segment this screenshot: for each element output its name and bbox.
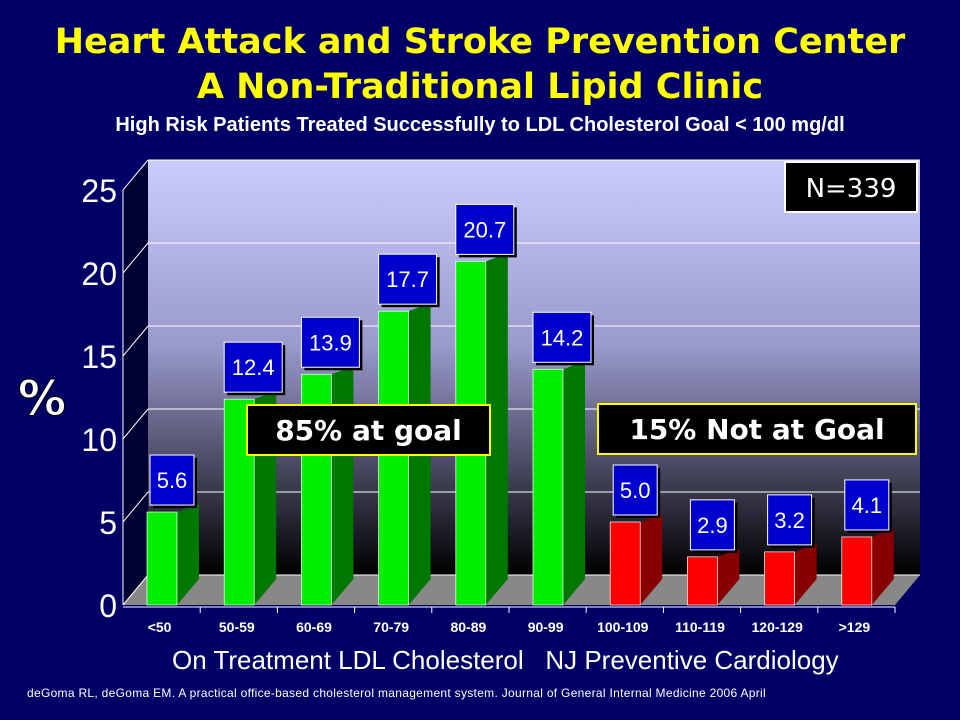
bar-side <box>177 504 199 605</box>
data-label: 14.2 <box>541 325 584 350</box>
gridline-side <box>122 574 149 606</box>
bar <box>841 536 873 606</box>
y-tick-label: 0 <box>99 588 117 624</box>
citation: deGoma RL, deGoma EM. A practical office… <box>27 686 766 700</box>
x-tick-label: >129 <box>839 619 871 635</box>
not-at-goal-label: 15% Not at Goal <box>629 413 884 446</box>
y-tick-label: 25 <box>81 173 117 209</box>
bar <box>764 551 795 606</box>
data-label-box <box>532 311 592 363</box>
y-axis-label: % <box>18 371 66 427</box>
sample-size-label-box <box>784 161 918 213</box>
y-tick-label: 10 <box>81 422 117 458</box>
title-line-1: Heart Attack and Stroke Prevention Cente… <box>54 22 906 62</box>
x-tick-label: 60-69 <box>296 619 332 635</box>
sample-size-label: N=339 <box>806 174 897 204</box>
y-tick-label: 20 <box>81 256 117 292</box>
bar-side <box>331 366 354 605</box>
gridline-side <box>122 491 149 523</box>
x-tick-label: 50-59 <box>219 619 255 635</box>
data-label-box <box>378 253 438 305</box>
x-tick-label: 120-129 <box>752 619 804 635</box>
data-label-box <box>223 341 283 393</box>
data-label-box <box>767 494 813 546</box>
at-goal-label-box <box>246 404 491 456</box>
y-tick-label: 15 <box>81 339 117 375</box>
gridline-side <box>122 408 149 440</box>
bar-side <box>794 543 817 605</box>
data-label-box <box>689 499 735 551</box>
data-label-box <box>612 464 658 516</box>
bar-side <box>640 514 663 605</box>
bar-side <box>485 253 508 605</box>
bar <box>146 511 178 606</box>
x-tick-label: 100-109 <box>597 619 649 635</box>
bar-side <box>871 528 894 605</box>
data-label: 5.0 <box>620 478 651 503</box>
at-goal-label: 85% at goal <box>275 414 462 447</box>
y-tick-label: 5 <box>99 505 117 541</box>
data-label: 13.9 <box>309 330 352 355</box>
x-tick-label: 110-119 <box>675 619 725 635</box>
not-at-goal-label-box <box>597 403 917 455</box>
gridline-side <box>122 325 149 357</box>
data-label: 5.6 <box>157 468 188 493</box>
data-label: 12.4 <box>232 355 275 380</box>
data-label-box <box>300 316 360 368</box>
data-label-box <box>844 479 890 531</box>
x-tick-label: 70-79 <box>373 619 409 635</box>
bar <box>378 310 409 606</box>
x-axis-title: On Treatment LDL Cholesterol NJ Preventi… <box>172 645 839 675</box>
bar-side <box>717 548 740 605</box>
data-label-box <box>455 203 515 255</box>
x-tick-label: <50 <box>148 619 172 635</box>
bar <box>609 521 641 606</box>
side-wall <box>123 160 148 605</box>
bar-side <box>563 361 585 605</box>
data-label: 4.1 <box>852 493 883 518</box>
data-label: 20.7 <box>463 217 506 242</box>
subtitle: High Risk Patients Treated Successfully … <box>115 114 845 136</box>
bar <box>532 368 564 606</box>
data-label-box <box>149 454 195 506</box>
x-tick-label: 80-89 <box>450 619 486 635</box>
data-label: 17.7 <box>386 267 429 292</box>
data-label: 2.9 <box>697 513 728 538</box>
data-label: 3.2 <box>774 508 805 533</box>
title-line-2: A Non-Traditional Lipid Clinic <box>196 67 764 107</box>
bar <box>687 556 718 606</box>
gridline-side <box>122 242 149 274</box>
gridline-side <box>122 159 149 191</box>
x-tick-label: 90-99 <box>528 619 564 635</box>
